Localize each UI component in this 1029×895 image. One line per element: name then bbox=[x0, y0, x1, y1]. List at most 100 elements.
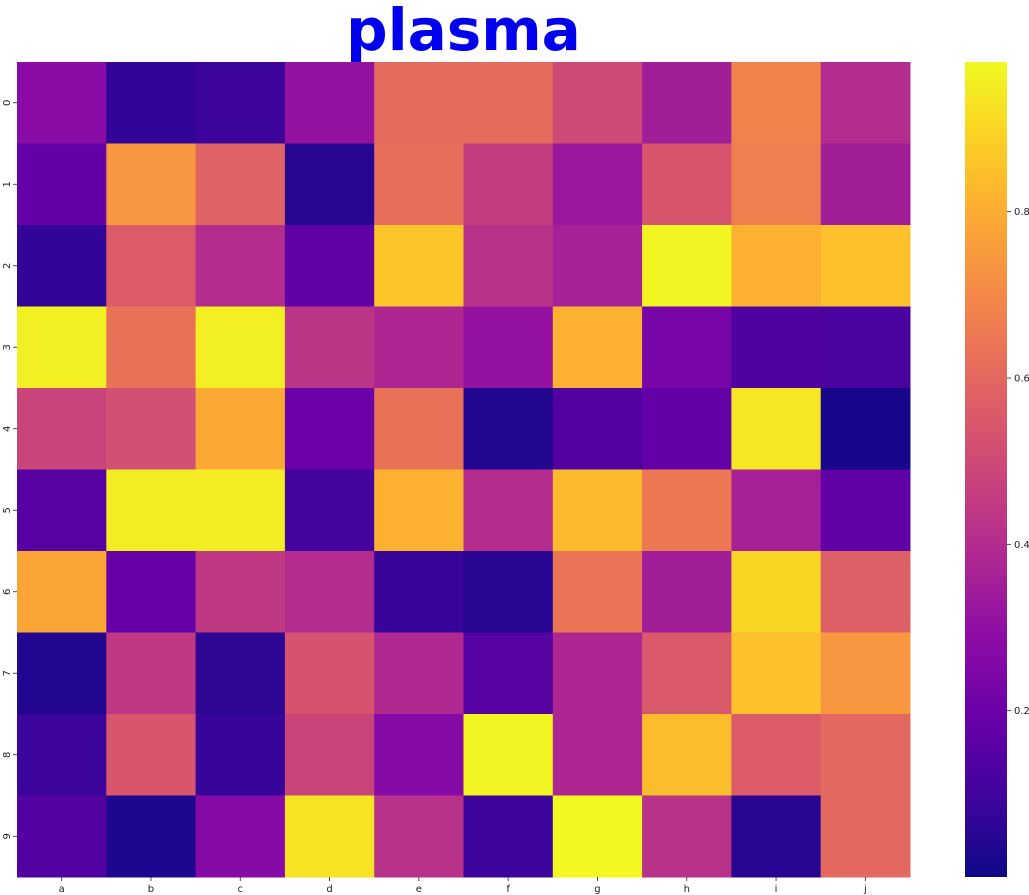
y-tick-label: 1 bbox=[2, 181, 13, 187]
colorbar-tick-label: 0.2 bbox=[1014, 706, 1029, 717]
heatmap-cell-5-h bbox=[642, 469, 732, 552]
heatmap-cell-7-h bbox=[642, 632, 732, 715]
heatmap-cell-9-i bbox=[731, 795, 822, 878]
heatmap-cell-0-h bbox=[642, 62, 732, 144]
heatmap-cell-7-f bbox=[463, 632, 554, 715]
heatmap-cell-1-i bbox=[731, 143, 822, 226]
heatmap-cell-4-e bbox=[374, 388, 464, 470]
x-tick-label: g bbox=[594, 884, 600, 895]
heatmap-cell-9-h bbox=[642, 795, 732, 878]
heatmap-cell-9-f bbox=[463, 795, 554, 878]
heatmap-cell-0-j bbox=[820, 62, 911, 144]
heatmap-cell-8-a bbox=[17, 714, 107, 796]
heatmap-cell-3-e bbox=[374, 306, 464, 389]
heatmap-cell-0-e bbox=[374, 62, 464, 144]
heatmap-cell-3-d bbox=[284, 306, 375, 389]
heatmap-cell-8-f bbox=[463, 714, 554, 796]
heatmap-cell-4-h bbox=[642, 388, 732, 470]
heatmap-cell-9-j bbox=[820, 795, 911, 878]
heatmap-cell-5-a bbox=[17, 469, 107, 552]
heatmap-cell-8-e bbox=[374, 714, 464, 796]
heatmap-cell-4-f bbox=[463, 388, 554, 470]
y-axis: 0 1 2 3 4 5 6 7 8 9 bbox=[2, 100, 17, 839]
x-tick-label: f bbox=[506, 884, 510, 895]
heatmap-cell-0-g bbox=[552, 62, 643, 144]
heatmap-cell-7-i bbox=[731, 632, 822, 715]
heatmap-cell-3-b bbox=[106, 306, 197, 389]
heatmap-cell-6-c bbox=[195, 551, 286, 633]
colorbar-tick-label: 0.6 bbox=[1014, 374, 1029, 385]
heatmap-cell-5-d bbox=[284, 469, 375, 552]
heatmap-cell-0-d bbox=[284, 62, 375, 144]
heatmap-cell-8-d bbox=[284, 714, 375, 796]
heatmap-cell-7-j bbox=[820, 632, 911, 715]
heatmap-cell-1-c bbox=[195, 143, 286, 226]
heatmap-cell-0-a bbox=[17, 62, 107, 144]
heatmap-cell-1-a bbox=[17, 143, 107, 226]
heatmap-cell-7-g bbox=[552, 632, 643, 715]
heatmap-cell-9-b bbox=[106, 795, 197, 878]
heatmap-cell-6-b bbox=[106, 551, 197, 633]
y-tick-label: 9 bbox=[2, 833, 13, 839]
heatmap-cell-1-h bbox=[642, 143, 732, 226]
heatmap-cell-0-b bbox=[106, 62, 197, 144]
heatmap-cell-5-c bbox=[195, 469, 286, 552]
heatmap-cell-2-d bbox=[284, 225, 375, 307]
heatmap-cell-2-g bbox=[552, 225, 643, 307]
heatmap-cell-8-g bbox=[552, 714, 643, 796]
colorbar: 0.2 0.4 0.6 0.8 bbox=[965, 62, 1029, 877]
colorbar-tick-label: 0.4 bbox=[1014, 540, 1029, 551]
heatmap-cell-7-d bbox=[284, 632, 375, 715]
heatmap-cell-5-e bbox=[374, 469, 464, 552]
colorbar-gradient bbox=[965, 62, 1007, 877]
x-tick-label: e bbox=[416, 884, 422, 895]
x-tick-label: h bbox=[684, 884, 690, 895]
heatmap-cell-2-h bbox=[642, 225, 732, 307]
heatmap-cell-9-c bbox=[195, 795, 286, 878]
heatmap-cell-8-h bbox=[642, 714, 732, 796]
heatmap-cell-1-j bbox=[820, 143, 911, 226]
y-tick-label: 4 bbox=[2, 426, 13, 432]
heatmap-cell-6-e bbox=[374, 551, 464, 633]
y-tick-label: 3 bbox=[2, 344, 13, 350]
heatmap-cell-4-a bbox=[17, 388, 107, 470]
heatmap-cell-8-c bbox=[195, 714, 286, 796]
heatmap-cell-0-i bbox=[731, 62, 822, 144]
heatmap-cell-1-f bbox=[463, 143, 554, 226]
heatmap-cell-6-h bbox=[642, 551, 732, 633]
heatmap-cell-4-i bbox=[731, 388, 822, 470]
y-tick-label: 8 bbox=[2, 752, 13, 758]
colorbar-tick-label: 0.8 bbox=[1014, 207, 1029, 218]
heatmap-cell-7-e bbox=[374, 632, 464, 715]
x-tick-label: i bbox=[775, 884, 778, 895]
heatmap-cell-5-j bbox=[820, 469, 911, 552]
heatmap-cell-1-e bbox=[374, 143, 464, 226]
heatmap-cell-4-g bbox=[552, 388, 643, 470]
heatmap-cell-6-d bbox=[284, 551, 375, 633]
heatmap-cell-4-b bbox=[106, 388, 197, 470]
y-tick-label: 6 bbox=[2, 589, 13, 595]
heatmap-cell-5-f bbox=[463, 469, 554, 552]
y-tick-label: 5 bbox=[2, 507, 13, 513]
heatmap-cell-3-g bbox=[552, 306, 643, 389]
heatmap-cell-6-g bbox=[552, 551, 643, 633]
heatmap-cell-7-b bbox=[106, 632, 197, 715]
x-tick-label: a bbox=[59, 884, 65, 895]
y-tick-label: 2 bbox=[2, 263, 13, 269]
heatmap-cell-3-i bbox=[731, 306, 822, 389]
heatmap-cell-1-d bbox=[284, 143, 375, 226]
heatmap-cell-6-j bbox=[820, 551, 911, 633]
y-tick-label: 0 bbox=[2, 100, 13, 106]
heatmap-cell-1-b bbox=[106, 143, 197, 226]
chart-title: plasma bbox=[346, 0, 581, 64]
heatmap-cell-4-d bbox=[284, 388, 375, 470]
heatmap-cell-9-a bbox=[17, 795, 107, 878]
heatmap-cell-2-f bbox=[463, 225, 554, 307]
x-tick-label: c bbox=[238, 884, 244, 895]
x-tick-label: j bbox=[863, 884, 867, 895]
heatmap-cell-9-d bbox=[284, 795, 375, 878]
heatmap-cell-6-f bbox=[463, 551, 554, 633]
heatmap-cell-9-e bbox=[374, 795, 464, 878]
heatmap-cell-2-a bbox=[17, 225, 107, 307]
